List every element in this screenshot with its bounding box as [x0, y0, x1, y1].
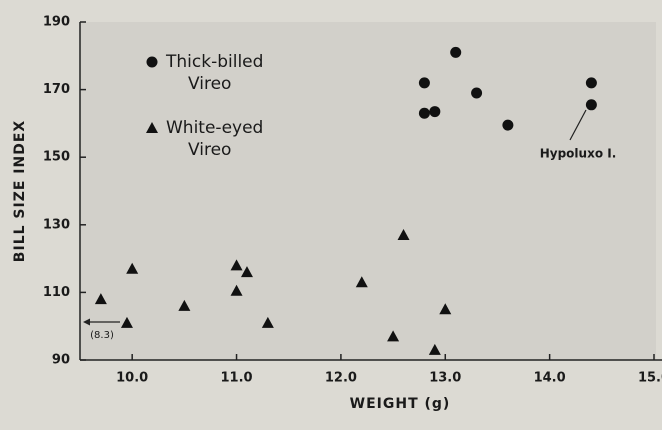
- plot-area: [80, 22, 656, 360]
- y-tick-label: 130: [43, 217, 70, 232]
- data-point: [429, 106, 441, 118]
- data-point: [450, 46, 462, 58]
- x-tick-label: 11.0: [221, 371, 253, 386]
- data-point: [418, 77, 430, 89]
- data-point: [502, 119, 514, 131]
- data-point: [585, 99, 597, 111]
- data-point: [178, 299, 191, 311]
- leader-line: [569, 109, 587, 141]
- data-point: [261, 316, 274, 328]
- y-tick-label: 110: [43, 285, 70, 300]
- data-point: [387, 330, 400, 342]
- data-point: [428, 343, 441, 355]
- arrow-head: [83, 318, 90, 326]
- legend-line: Vireo: [188, 74, 231, 94]
- data-point: [355, 276, 368, 288]
- data-point: [240, 266, 253, 278]
- legend-line: Vireo: [188, 140, 231, 160]
- data-point: [120, 316, 133, 328]
- data-point: [397, 228, 410, 240]
- data-point: [439, 303, 452, 315]
- annotation: (8.3): [90, 330, 114, 341]
- x-tick-label: 13.0: [429, 371, 461, 386]
- legend-marker: [146, 122, 158, 133]
- annotation: Hypoluxo I.: [540, 147, 617, 161]
- legend-label: Thick-billed Vireo: [165, 52, 263, 94]
- data-point: [94, 293, 107, 305]
- data-point: [230, 284, 243, 296]
- legend-marker: [146, 56, 158, 68]
- y-axis-label: BILL SIZE INDEX: [12, 120, 28, 262]
- x-tick-label: 10.0: [116, 371, 148, 386]
- data-point: [230, 259, 243, 271]
- legend-label: White-eyed Vireo: [166, 118, 263, 160]
- data-point: [126, 262, 139, 274]
- y-tick-label: 190: [43, 15, 70, 30]
- y-tick-label: 150: [43, 150, 70, 165]
- legend-line: Thick-billed: [165, 52, 263, 72]
- legend-line: White-eyed: [166, 118, 263, 138]
- y-tick-label: 170: [43, 82, 70, 97]
- x-tick-label: 14.0: [534, 371, 566, 386]
- data-point: [585, 77, 597, 89]
- x-tick-label: 12.0: [325, 371, 357, 386]
- y-tick-label: 90: [52, 353, 70, 368]
- x-tick-label: 15.0: [638, 371, 662, 386]
- data-point: [418, 107, 430, 119]
- data-point: [471, 87, 483, 99]
- x-axis-label: WEIGHT (g): [350, 396, 451, 412]
